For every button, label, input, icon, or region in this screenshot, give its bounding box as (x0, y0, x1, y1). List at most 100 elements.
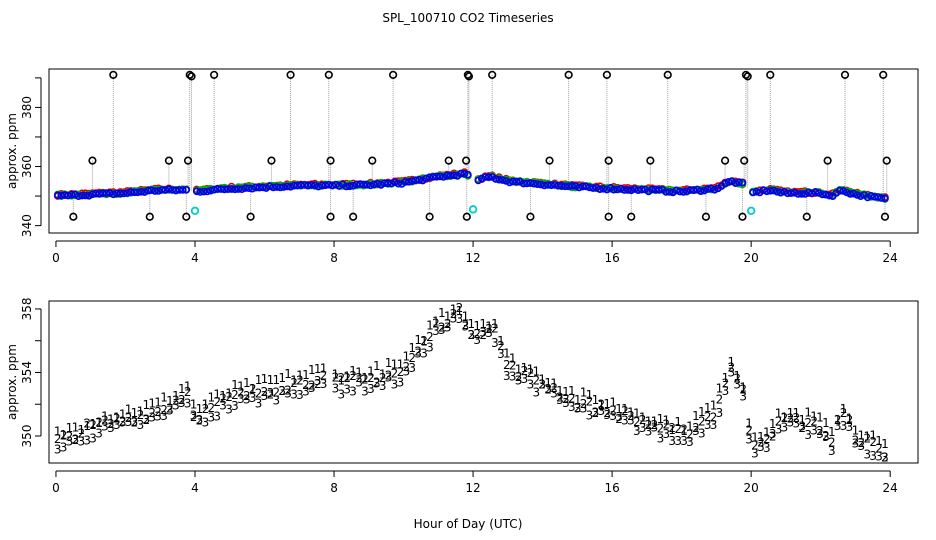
series-1-mark: 1 (137, 405, 145, 419)
series-2-mark: 2 (881, 451, 889, 465)
series-2-mark: 2 (787, 412, 795, 426)
series-3-point (530, 179, 538, 188)
series-1-mark: 1 (308, 363, 316, 377)
series-3-mark: 3 (408, 361, 416, 375)
series-3-mark: 3 (662, 427, 670, 441)
series-1-mark: 1 (509, 351, 517, 365)
series-2-mark: 2 (769, 429, 777, 443)
series-1-mark: 1 (769, 417, 777, 431)
series-1-mark: 1 (538, 373, 546, 387)
series-1-mark: 1 (202, 397, 210, 411)
series-3-mark: 3 (178, 396, 186, 410)
series-2-mark: 2 (645, 418, 653, 432)
series-1-mark: 1 (698, 405, 706, 419)
flag-point (740, 156, 749, 165)
series-1-mark: 1 (450, 303, 458, 317)
series-2-mark: 2 (580, 397, 588, 411)
series-1-mark: 1 (349, 364, 357, 378)
series-1-mark: 1 (426, 319, 434, 333)
series-3-point (613, 185, 622, 194)
series-1-mark: 1 (846, 412, 854, 426)
series-1-mark: 1 (255, 373, 263, 387)
series-3-point (620, 186, 629, 194)
series-3-point (234, 185, 243, 193)
series-2-mark: 2 (698, 414, 706, 428)
series-2-mark: 2 (592, 406, 600, 420)
series-1-mark: 1 (869, 429, 877, 443)
series-2-mark: 2 (556, 391, 564, 405)
series-2-mark: 2 (131, 416, 139, 430)
top-drop-lines (72, 74, 888, 217)
flag-point (602, 70, 611, 80)
series-2-mark: 2 (485, 322, 493, 336)
series-3-mark: 3 (278, 384, 286, 398)
series-3-point (787, 189, 795, 197)
series-3-mark: 3 (639, 421, 647, 435)
series-3-point (192, 187, 201, 196)
series-3-mark: 3 (290, 388, 298, 402)
series-3-point (481, 173, 490, 181)
series-3-mark: 3 (532, 386, 540, 400)
series-3-mark: 3 (538, 378, 546, 392)
top-data-points (53, 70, 891, 221)
series-3-point (460, 169, 469, 178)
series-2-mark: 2 (509, 358, 517, 372)
series-2-mark: 2 (343, 371, 351, 385)
series-3-mark: 3 (397, 376, 405, 390)
series-1-mark: 1 (154, 396, 162, 410)
series-3-point (797, 190, 806, 198)
x-tick-label: 4 (191, 481, 199, 495)
series-3-point (57, 191, 66, 200)
flag-point (267, 156, 276, 165)
series-3-point (794, 190, 802, 198)
series-3-mark: 3 (645, 424, 653, 438)
series-3-point (672, 186, 681, 195)
series-3-point (599, 185, 608, 193)
flag-point (69, 212, 78, 221)
series-3-mark: 3 (249, 391, 257, 405)
series-1-mark: 1 (467, 317, 475, 331)
x-tick-label: 20 (744, 481, 759, 495)
series-3-mark: 3 (810, 423, 818, 437)
bottom-plot-frame (48, 300, 919, 464)
series-3-point (509, 177, 517, 186)
series-2-mark: 2 (267, 388, 275, 402)
series-1-mark: 1 (166, 394, 174, 408)
x-tick-label: 4 (191, 251, 199, 265)
series-2-mark: 2 (722, 376, 730, 390)
series-3-point (630, 185, 639, 193)
series-2-mark: 2 (142, 413, 150, 427)
series-1-mark: 1 (278, 371, 286, 385)
series-1-mark: 1 (745, 417, 753, 431)
series-3-point (241, 184, 250, 192)
series-3-point (735, 178, 743, 186)
series-2-mark: 2 (816, 424, 824, 438)
series-3-point (589, 184, 597, 192)
series-3-point (293, 181, 302, 190)
series-3-point (686, 186, 695, 194)
series-2-mark: 2 (627, 409, 635, 423)
series-2-mark: 2 (550, 381, 558, 395)
series-3-mark: 3 (657, 431, 665, 445)
series-2-mark: 2 (657, 421, 665, 435)
series-2-mark: 2 (237, 385, 245, 399)
series-3-point (582, 182, 590, 191)
series-3-mark: 3 (343, 383, 351, 397)
series-2-mark: 2 (574, 401, 582, 415)
series-3-mark: 3 (272, 394, 280, 408)
series-3-point (210, 185, 218, 194)
series-3-mark: 3 (586, 408, 594, 422)
flag-point (109, 70, 118, 80)
series-2-mark: 2 (408, 351, 416, 365)
series-3-point (411, 176, 420, 184)
series-3-mark: 3 (521, 372, 529, 386)
x-tick-label: 12 (465, 481, 480, 495)
series-3-point (790, 188, 799, 197)
flag-point (646, 156, 655, 165)
flag-point (183, 156, 193, 165)
series-1-mark: 1 (113, 410, 121, 424)
series-2-mark: 2 (385, 368, 393, 382)
series-3-point (342, 182, 351, 191)
series-3-point (300, 181, 309, 189)
x-tick-label: 8 (330, 481, 338, 495)
